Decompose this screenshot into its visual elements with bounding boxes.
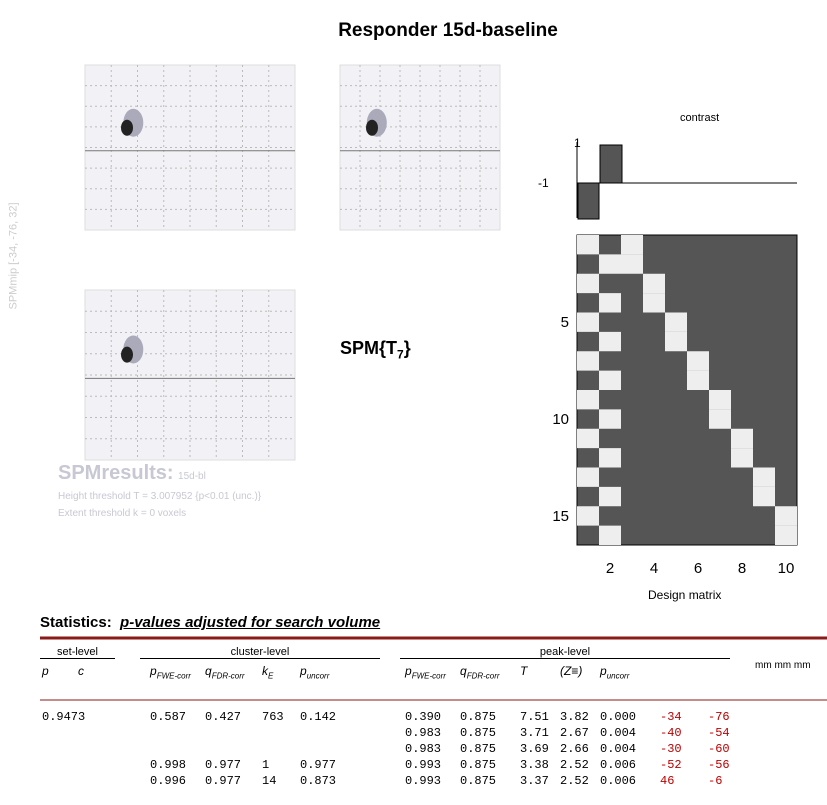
group-header: set-level bbox=[40, 646, 115, 659]
column-header: puncorr bbox=[600, 664, 629, 680]
column-header: pFWE-corr bbox=[150, 664, 191, 680]
page: 51015246810 Responder 15d-baseline SPMmi… bbox=[0, 0, 827, 805]
cell: -52 bbox=[660, 758, 682, 772]
cell: 0.993 bbox=[405, 774, 441, 788]
cell: 0.427 bbox=[205, 710, 241, 724]
column-header: T bbox=[520, 664, 527, 678]
column-symbol: p bbox=[150, 664, 157, 678]
cell: 0.004 bbox=[600, 742, 636, 756]
cell: 0.000 bbox=[600, 710, 636, 724]
column-header: puncorr bbox=[300, 664, 329, 680]
column-sub: FDR-corr bbox=[467, 671, 500, 680]
column-sub: FDR-corr bbox=[212, 671, 245, 680]
cell: -76 bbox=[708, 710, 730, 724]
column-symbol: p bbox=[600, 664, 607, 678]
cell: 0.983 bbox=[405, 742, 441, 756]
column-sub: uncorr bbox=[307, 671, 330, 680]
cell: 0.875 bbox=[460, 726, 496, 740]
cell: -56 bbox=[708, 758, 730, 772]
cell: 0.875 bbox=[460, 710, 496, 724]
cell: 0.875 bbox=[460, 742, 496, 756]
group-header: peak-level bbox=[400, 646, 730, 659]
cell: 0.587 bbox=[150, 710, 186, 724]
cell: -60 bbox=[708, 742, 730, 756]
column-header: pFWE-corr bbox=[405, 664, 446, 680]
cell: 46 bbox=[660, 774, 674, 788]
column-sub: uncorr bbox=[607, 671, 630, 680]
column-sub: FWE-corr bbox=[412, 671, 446, 680]
cell: 0.998 bbox=[150, 758, 186, 772]
column-symbol: c bbox=[78, 664, 84, 678]
cell: 0.9473 bbox=[42, 710, 85, 724]
column-sub: FWE-corr bbox=[157, 671, 191, 680]
cell: 0.983 bbox=[405, 726, 441, 740]
group-header: mm mm mm bbox=[755, 660, 827, 671]
cell: 2.67 bbox=[560, 726, 589, 740]
column-symbol: q bbox=[460, 664, 467, 678]
cell: 3.82 bbox=[560, 710, 589, 724]
cell: 7.51 bbox=[520, 710, 549, 724]
column-sub: E bbox=[268, 671, 273, 680]
cell: -30 bbox=[660, 742, 682, 756]
cell: 0.993 bbox=[405, 758, 441, 772]
group-header: cluster-level bbox=[140, 646, 380, 659]
cell: 0.006 bbox=[600, 774, 636, 788]
cell: 0.004 bbox=[600, 726, 636, 740]
column-header: c bbox=[78, 664, 84, 678]
column-symbol: p bbox=[405, 664, 412, 678]
cell: 1 bbox=[262, 758, 269, 772]
cell: 0.873 bbox=[300, 774, 336, 788]
column-symbol: (Z≡) bbox=[560, 664, 582, 678]
cell: 3.37 bbox=[520, 774, 549, 788]
cell: 0.977 bbox=[300, 758, 336, 772]
cell: 2.52 bbox=[560, 758, 589, 772]
cell: 0.875 bbox=[460, 774, 496, 788]
column-header: qFDR-corr bbox=[205, 664, 245, 680]
column-symbol: p bbox=[300, 664, 307, 678]
column-header: kE bbox=[262, 664, 273, 680]
statistics-table: set-level cluster-level peak-level mm mm mm… bbox=[0, 0, 827, 805]
cell: 0.390 bbox=[405, 710, 441, 724]
column-header: p bbox=[42, 664, 49, 678]
cell: -40 bbox=[660, 726, 682, 740]
cell: 0.875 bbox=[460, 758, 496, 772]
column-symbol: q bbox=[205, 664, 212, 678]
cell: 0.977 bbox=[205, 774, 241, 788]
column-symbol: T bbox=[520, 664, 527, 678]
column-header: qFDR-corr bbox=[460, 664, 500, 680]
cell: 3.69 bbox=[520, 742, 549, 756]
cell: 3.38 bbox=[520, 758, 549, 772]
cell: -34 bbox=[660, 710, 682, 724]
cell: 0.996 bbox=[150, 774, 186, 788]
cell: 2.66 bbox=[560, 742, 589, 756]
cell: 3.71 bbox=[520, 726, 549, 740]
cell: -54 bbox=[708, 726, 730, 740]
cell: 2.52 bbox=[560, 774, 589, 788]
cell: 763 bbox=[262, 710, 284, 724]
column-symbol: p bbox=[42, 664, 49, 678]
column-header: (Z≡) bbox=[560, 664, 582, 678]
cell: 0.142 bbox=[300, 710, 336, 724]
cell: 0.006 bbox=[600, 758, 636, 772]
cell: -6 bbox=[708, 774, 722, 788]
cell: 0.977 bbox=[205, 758, 241, 772]
cell: 14 bbox=[262, 774, 276, 788]
